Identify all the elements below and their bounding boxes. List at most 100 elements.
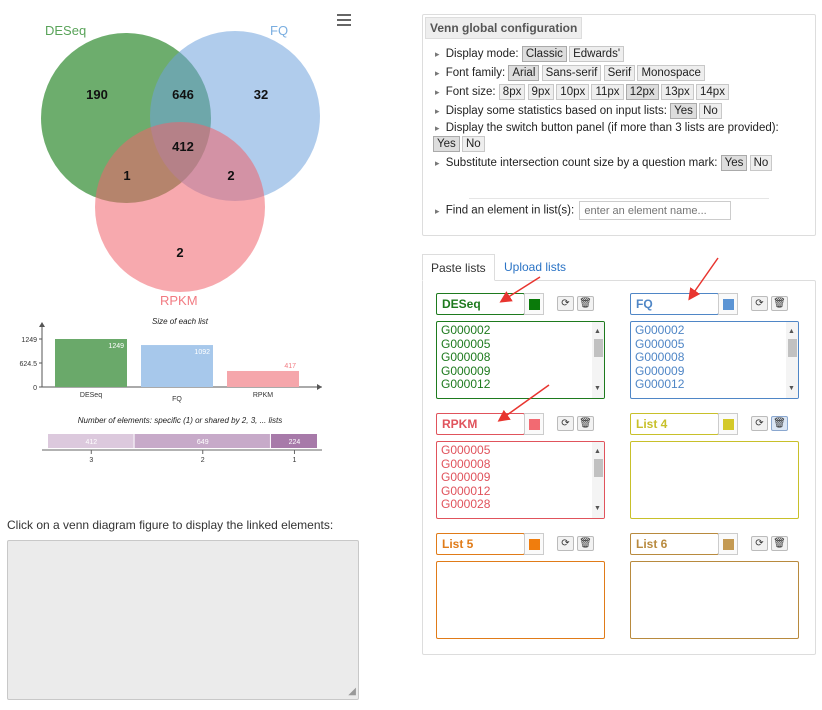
- scroll-thumb[interactable]: [594, 339, 603, 357]
- list-3-color-swatch: [529, 419, 540, 430]
- font-family-sans-serif-button[interactable]: Sans-serif: [541, 65, 602, 81]
- list-3-color-picker[interactable]: [524, 413, 544, 435]
- scroll-down-icon[interactable]: ▼: [594, 384, 601, 392]
- linked-elements-textarea[interactable]: ◢: [7, 540, 359, 700]
- list-6-trash-icon[interactable]: 🗑: [771, 536, 788, 551]
- list-2-trash-icon[interactable]: 🗑: [771, 296, 788, 311]
- question-mark-row: ▸ Substitute intersection count size by …: [435, 155, 773, 171]
- list-6-color-picker[interactable]: [718, 533, 738, 555]
- list-5-color-swatch: [529, 539, 540, 550]
- list-1-textarea[interactable]: G000002 G000005 G000008 G000009 G000012 ▲ ▼: [436, 321, 605, 399]
- venn-count-fq-only[interactable]: 32: [254, 87, 268, 102]
- bullet-arrow-icon: ▸: [435, 205, 440, 216]
- venn-count-deseq-only[interactable]: 190: [86, 87, 108, 102]
- font-size-13-button[interactable]: 13px: [660, 84, 694, 100]
- list-1-color-picker[interactable]: [524, 293, 544, 315]
- font-family-monospace-button[interactable]: Monospace: [637, 65, 705, 81]
- list-3-refresh-icon[interactable]: ⟳: [557, 416, 574, 431]
- display-mode-classic-button[interactable]: Classic: [521, 46, 567, 62]
- list-2-color-picker[interactable]: [718, 293, 738, 315]
- display-mode-edwards-button[interactable]: Edwards': [569, 46, 625, 62]
- scroll-thumb[interactable]: [594, 459, 603, 477]
- list-item: G000008: [441, 456, 491, 471]
- list-4-textarea[interactable]: [630, 441, 799, 519]
- list-5-trash-icon[interactable]: 🗑: [577, 536, 594, 551]
- find-element-input[interactable]: [579, 201, 732, 220]
- switch-panel-row: ▸ Display the switch button panel (if mo…: [435, 122, 779, 134]
- scroll-down-icon[interactable]: ▼: [594, 504, 601, 512]
- list-3-trash-icon[interactable]: 🗑: [577, 416, 594, 431]
- chart1-y-tick-label: 1249: [21, 337, 37, 344]
- switch-panel-yes-button[interactable]: Yes: [433, 136, 460, 152]
- list-2-name-input[interactable]: FQ: [630, 293, 719, 315]
- list-1-refresh-icon[interactable]: ⟳: [557, 296, 574, 311]
- list-2-scrollbar[interactable]: ▲ ▼: [786, 322, 798, 398]
- list-3-textarea[interactable]: G000005 G000008 G000009 G000012 G000028 ▲ ▼: [436, 441, 605, 519]
- list-1-trash-icon[interactable]: 🗑: [577, 296, 594, 311]
- chart1-bar-deseq: [55, 339, 127, 387]
- list-5-refresh-icon[interactable]: ⟳: [557, 536, 574, 551]
- chart2-category-label: 1: [293, 457, 297, 464]
- stats-row: ▸ Display some statistics based on input…: [435, 103, 722, 119]
- stats-no-button[interactable]: No: [699, 103, 722, 119]
- list-4-color-swatch: [723, 419, 734, 430]
- font-size-8-button[interactable]: 8px: [498, 84, 526, 100]
- venn-diagram[interactable]: DESeq FQ RPKM 190 646 32 412 1 2 2: [0, 0, 380, 310]
- venn-count-deseq-fq[interactable]: 646: [172, 87, 194, 102]
- switch-panel-no-button[interactable]: No: [461, 136, 485, 152]
- list-4-color-picker[interactable]: [718, 413, 738, 435]
- list-6-refresh-icon[interactable]: ⟳: [751, 536, 768, 551]
- list-1-scrollbar[interactable]: ▲ ▼: [592, 322, 604, 398]
- question-mark-yes-button[interactable]: Yes: [720, 155, 748, 171]
- venn-count-all-three[interactable]: 412: [172, 139, 194, 154]
- venn-circle-rpkm[interactable]: [95, 122, 265, 292]
- scroll-up-icon[interactable]: ▲: [788, 328, 795, 335]
- hamburger-menu-icon[interactable]: [337, 14, 351, 26]
- list-2-textarea[interactable]: G000002 G000005 G000008 G000009 G000012 ▲ ▼: [630, 321, 799, 399]
- font-size-10-button[interactable]: 10px: [556, 84, 590, 100]
- font-size-9-button[interactable]: 9px: [527, 84, 555, 100]
- list-5-color-picker[interactable]: [524, 533, 544, 555]
- list-item: G000009: [441, 363, 491, 378]
- scroll-up-icon[interactable]: ▲: [594, 448, 601, 455]
- venn-count-fq-rpkm[interactable]: 2: [227, 168, 234, 183]
- stats-yes-button[interactable]: Yes: [670, 103, 697, 119]
- font-family-arial-button[interactable]: Arial: [508, 65, 540, 81]
- list-5-textarea[interactable]: [436, 561, 605, 639]
- list-item: G000012: [635, 377, 685, 391]
- list-item: G000012: [441, 483, 491, 498]
- font-family-label: Font family:: [445, 67, 506, 79]
- font-size-label: Font size:: [445, 86, 496, 98]
- list-4-trash-icon[interactable]: 🗑: [771, 416, 788, 431]
- scroll-thumb[interactable]: [788, 339, 797, 357]
- chart2-bar-1: [270, 434, 317, 448]
- font-family-serif-button[interactable]: Serif: [603, 65, 636, 81]
- list-1-name-input[interactable]: DESeq: [436, 293, 525, 315]
- list-4-refresh-icon[interactable]: ⟳: [751, 416, 768, 431]
- tab-paste-lists[interactable]: Paste lists: [422, 254, 495, 281]
- resize-grip-icon[interactable]: ◢: [348, 686, 356, 697]
- list-6-textarea[interactable]: [630, 561, 799, 639]
- question-mark-no-button[interactable]: No: [749, 155, 773, 171]
- list-6-name-input[interactable]: List 6: [630, 533, 719, 555]
- chart2-category-label: 2: [201, 457, 205, 464]
- list-5-name-input[interactable]: List 5: [436, 533, 525, 555]
- list-item: G000028: [441, 497, 491, 511]
- tab-upload-lists[interactable]: Upload lists: [504, 260, 567, 274]
- list-3-scrollbar[interactable]: ▲ ▼: [592, 442, 604, 518]
- venn-count-deseq-rpkm[interactable]: 1: [123, 168, 130, 183]
- scroll-down-icon[interactable]: ▼: [788, 384, 795, 392]
- config-divider: [469, 198, 769, 199]
- list-item: G000008: [441, 350, 491, 364]
- venn-count-rpkm-only[interactable]: 2: [176, 245, 183, 260]
- find-element-row: ▸ Find an element in list(s):: [435, 201, 732, 220]
- bullet-arrow-icon: ▸: [435, 49, 440, 59]
- list-3-name-input[interactable]: RPKM: [436, 413, 525, 435]
- font-size-14-button[interactable]: 14px: [696, 84, 729, 100]
- font-size-12-button[interactable]: 12px: [625, 84, 659, 100]
- list-4-name-input[interactable]: List 4: [630, 413, 719, 435]
- list-2-refresh-icon[interactable]: ⟳: [751, 296, 768, 311]
- font-size-11-button[interactable]: 11px: [591, 84, 624, 100]
- list-item: G000008: [635, 350, 685, 364]
- scroll-up-icon[interactable]: ▲: [594, 328, 601, 335]
